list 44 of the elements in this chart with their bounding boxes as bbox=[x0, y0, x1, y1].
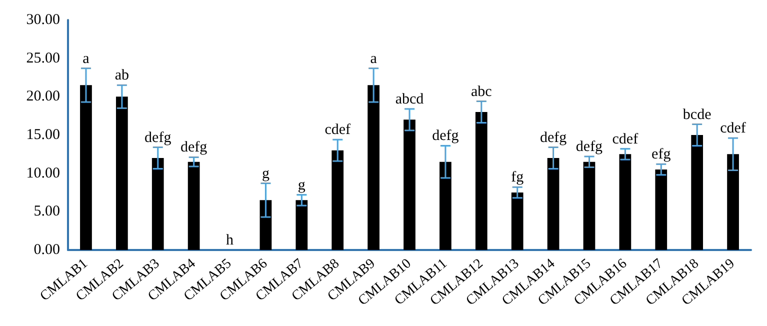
y-tick-label: 10.00 bbox=[26, 165, 60, 182]
annotation: abc bbox=[470, 84, 492, 100]
annotation: defg bbox=[576, 138, 604, 155]
annotation: cdef bbox=[324, 122, 351, 138]
annotation: a bbox=[82, 50, 90, 67]
annotation: a bbox=[370, 50, 378, 67]
bar bbox=[511, 192, 524, 250]
y-tick-label: 5.00 bbox=[34, 204, 60, 220]
y-tick-label: 30.00 bbox=[26, 12, 60, 28]
bar bbox=[619, 154, 632, 250]
annotation: fg bbox=[511, 170, 524, 186]
bar bbox=[152, 158, 164, 250]
annotation: defg bbox=[540, 130, 568, 146]
bar bbox=[332, 150, 344, 250]
annotation: g bbox=[262, 166, 270, 182]
annotation: bcde bbox=[682, 106, 712, 123]
annotation: defg bbox=[144, 130, 172, 146]
bar bbox=[368, 85, 380, 250]
y-tick-label: 0.00 bbox=[34, 242, 60, 258]
bar bbox=[655, 170, 668, 250]
annotation: defg bbox=[180, 140, 208, 156]
annotation: efg bbox=[652, 146, 672, 163]
bar bbox=[296, 200, 308, 250]
bar bbox=[116, 96, 128, 250]
bar bbox=[691, 135, 704, 250]
bar bbox=[583, 162, 596, 250]
bar bbox=[475, 112, 488, 250]
annotation: defg bbox=[432, 128, 460, 144]
bar bbox=[80, 85, 92, 250]
y-tick-label: 25.00 bbox=[26, 50, 60, 66]
annotation: h bbox=[226, 232, 234, 248]
bar bbox=[547, 158, 560, 250]
annotation: g bbox=[298, 177, 306, 194]
bar bbox=[260, 200, 272, 250]
bar bbox=[188, 162, 200, 250]
annotation: cdef bbox=[720, 120, 746, 137]
bar bbox=[440, 162, 452, 250]
annotation: cdef bbox=[612, 131, 638, 148]
bar bbox=[404, 120, 416, 250]
annotation: abcd bbox=[395, 91, 424, 108]
annotation: ab bbox=[114, 68, 130, 84]
y-tick-label: 20.00 bbox=[26, 88, 60, 105]
y-tick-label: 15.00 bbox=[26, 127, 60, 143]
bar bbox=[727, 154, 739, 250]
